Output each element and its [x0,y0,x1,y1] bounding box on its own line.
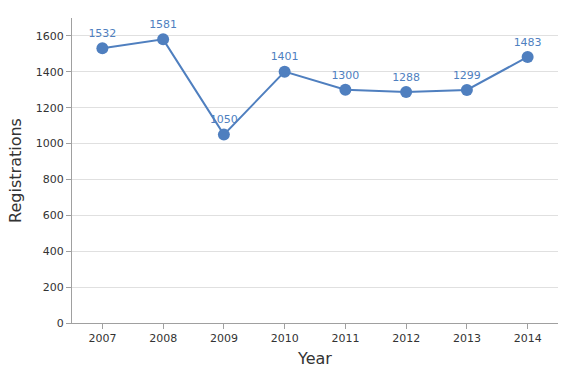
svg-text:1400: 1400 [36,66,64,79]
svg-text:2014: 2014 [514,332,542,345]
svg-text:2007: 2007 [88,332,116,345]
svg-text:Year: Year [297,349,332,368]
svg-text:2009: 2009 [210,332,238,345]
svg-text:2011: 2011 [331,332,359,345]
svg-text:1288: 1288 [392,71,420,84]
svg-text:0: 0 [57,317,64,330]
svg-text:2010: 2010 [271,332,299,345]
svg-text:2008: 2008 [149,332,177,345]
svg-text:1532: 1532 [88,27,116,40]
svg-text:400: 400 [43,245,64,258]
svg-text:1483: 1483 [514,36,542,49]
svg-text:1401: 1401 [271,50,299,63]
svg-text:1581: 1581 [149,18,177,31]
svg-text:1600: 1600 [36,30,64,43]
svg-text:200: 200 [43,281,64,294]
svg-text:1300: 1300 [331,69,359,82]
svg-text:2012: 2012 [392,332,420,345]
svg-text:Registrations: Registrations [6,118,25,223]
svg-text:600: 600 [43,209,64,222]
svg-text:1000: 1000 [36,137,64,150]
svg-text:1050: 1050 [210,113,238,126]
svg-text:1299: 1299 [453,69,481,82]
svg-text:2013: 2013 [453,332,481,345]
svg-text:800: 800 [43,173,64,186]
svg-text:1200: 1200 [36,102,64,115]
